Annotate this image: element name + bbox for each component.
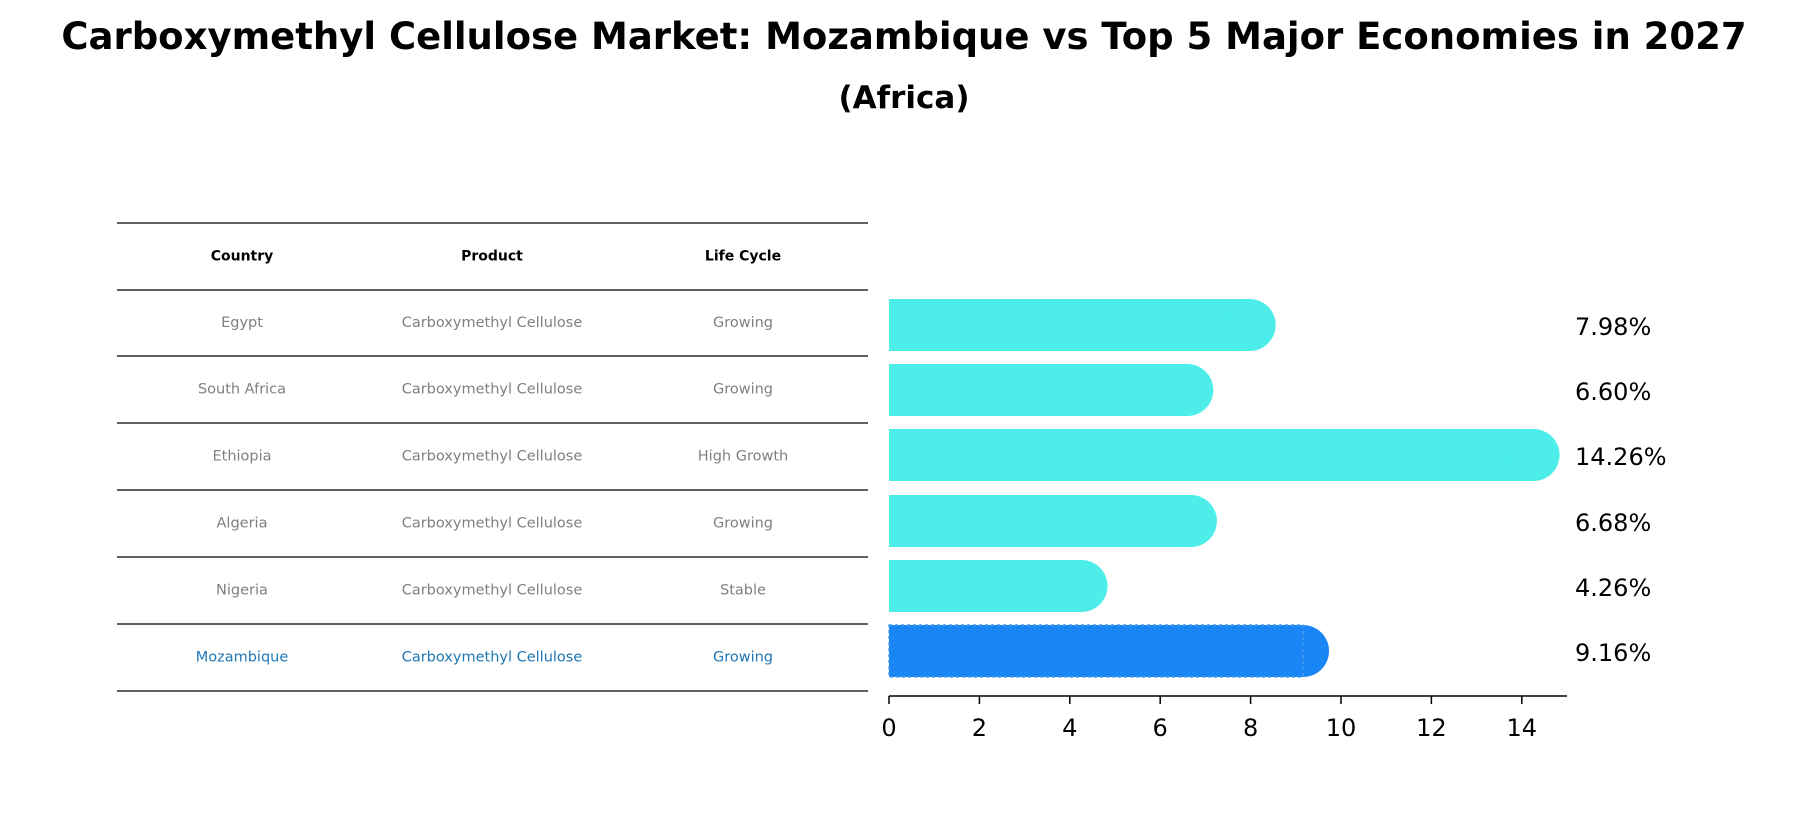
table-row: Algeria Carboxymethyl Cellulose Growing [217,516,774,532]
cell-country: Ethiopia [212,449,271,465]
cell-life-cycle: Growing [713,650,773,666]
table-row: Mozambique Carboxymethyl Cellulose Growing [196,650,773,666]
bar-body [889,364,1188,416]
bar-cap [1223,299,1276,351]
bar-body [889,560,1082,612]
value-label: 6.60% [1575,378,1651,406]
bar-nigeria [889,560,1108,612]
x-axis: 0 2 4 6 8 10 12 14 [881,695,1567,742]
table-row: Nigeria Carboxymethyl Cellulose Stable [216,583,766,599]
bar-highlight-outline [888,624,1304,678]
header-life-cycle: Life Cycle [705,249,781,265]
cell-country: Nigeria [216,583,268,599]
value-label: 14.26% [1575,443,1667,471]
bar-south-africa [889,364,1214,416]
cell-product: Carboxymethyl Cellulose [402,650,583,666]
bar-body [889,625,1304,677]
chart-subtitle: (Africa) [838,80,970,116]
bar-ethiopia [889,429,1560,481]
header-country: Country [211,249,274,265]
x-tick-label: 0 [881,714,896,742]
x-tick-label: 4 [1062,714,1077,742]
bar-mozambique [888,624,1330,678]
table-row: South Africa Carboxymethyl Cellulose Growi… [198,382,773,398]
data-table: Country Product Life Cycle Egypt Carboxymeth… [117,222,868,692]
bar-body [889,299,1250,351]
bar-body [889,429,1534,481]
x-tick-label: 8 [1243,714,1258,742]
cell-country: Mozambique [196,650,289,666]
bar-cap [1161,364,1214,416]
header-product: Product [461,249,523,265]
cell-product: Carboxymethyl Cellulose [402,382,583,398]
cell-country: Egypt [221,315,263,331]
cell-life-cycle: High Growth [698,449,788,465]
chart-title: Carboxymethyl Cellulose Market: Mozambiq… [61,15,1747,58]
cell-product: Carboxymethyl Cellulose [402,583,583,599]
value-label: 9.16% [1575,639,1651,667]
cell-life-cycle: Growing [713,516,773,532]
value-label: 4.26% [1575,574,1651,602]
cell-product: Carboxymethyl Cellulose [402,516,583,532]
cell-life-cycle: Growing [713,315,773,331]
table-row: Ethiopia Carboxymethyl Cellulose High Grow… [212,449,788,465]
x-tick-label: 6 [1153,714,1168,742]
value-label: 6.68% [1575,509,1651,537]
cell-life-cycle: Growing [713,382,773,398]
bar-algeria [889,495,1217,547]
bar-egypt [889,299,1276,351]
cell-product: Carboxymethyl Cellulose [402,315,583,331]
bar-plot: 7.98% 6.60% 14.26% 6.68% 4.26% 9.16% [888,299,1667,678]
cell-country: Algeria [217,516,268,532]
x-tick-label: 14 [1507,714,1538,742]
bar-cap [1164,495,1217,547]
cell-life-cycle: Stable [720,583,766,599]
bar-cap [1507,429,1560,481]
x-tick-label: 2 [972,714,987,742]
value-label: 7.98% [1575,313,1651,341]
cell-country: South Africa [198,382,286,398]
bar-cap [1055,560,1108,612]
x-tick-label: 12 [1416,714,1447,742]
bar-body [889,495,1191,547]
table-row: Egypt Carboxymethyl Cellulose Growing [221,315,773,331]
cell-product: Carboxymethyl Cellulose [402,449,583,465]
x-tick-label: 10 [1326,714,1357,742]
